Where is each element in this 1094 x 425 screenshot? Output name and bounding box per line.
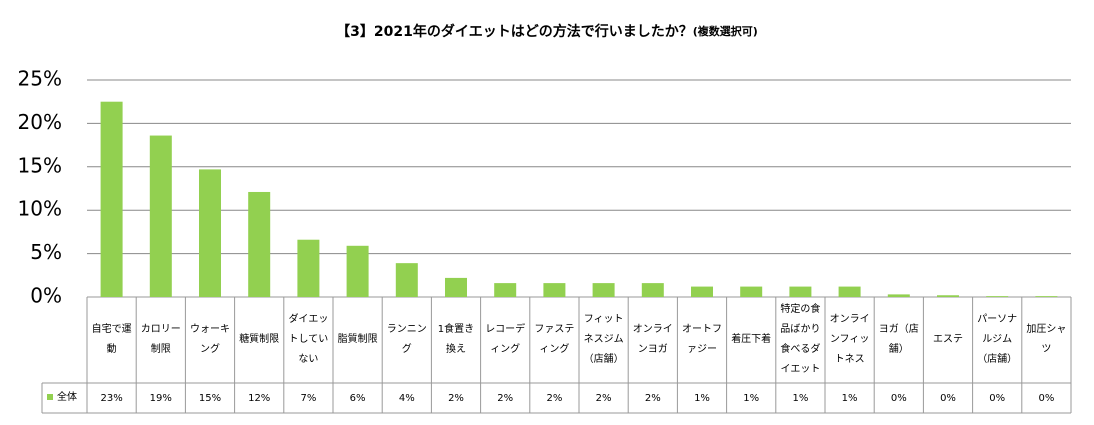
bar	[199, 169, 221, 297]
value-label: 6%	[350, 393, 366, 404]
category-label: ランニング	[386, 324, 427, 355]
value-label: 2%	[448, 393, 464, 404]
bar	[887, 294, 910, 297]
category-label: パーソナルジム（店舗）	[977, 314, 1018, 365]
value-label: 2%	[645, 393, 661, 404]
value-label: 0%	[891, 393, 907, 404]
y-tick-label: 15%	[18, 153, 62, 177]
category-label: 加圧シャツ	[1026, 324, 1067, 355]
category-label: オンラインフィットネス	[829, 314, 870, 365]
category-label: オンラインヨガ	[632, 324, 673, 355]
value-label: 19%	[150, 393, 172, 404]
value-label: 1%	[842, 393, 858, 404]
bar	[789, 286, 812, 297]
value-label: 0%	[989, 393, 1005, 404]
bar	[149, 135, 172, 297]
category-label: 脂質制限	[337, 334, 378, 345]
category-label: ダイエットしていない	[288, 314, 329, 365]
bar	[248, 191, 271, 297]
y-tick-label: 25%	[18, 67, 62, 91]
y-tick-label: 10%	[18, 197, 62, 221]
value-label: 7%	[300, 393, 316, 404]
value-label: 2%	[596, 393, 612, 404]
category-label: 着圧下着	[731, 334, 772, 345]
value-label: 2%	[497, 393, 513, 404]
y-tick-label: 20%	[18, 110, 62, 134]
category-label: 糖質制限	[239, 334, 280, 345]
bar	[937, 295, 959, 297]
category-label: 自宅で運動	[91, 324, 132, 355]
value-label: 4%	[399, 393, 415, 404]
bar	[838, 286, 861, 297]
category-label: ウォーキング	[189, 324, 230, 355]
value-label: 0%	[940, 393, 956, 404]
bar	[986, 296, 1009, 297]
value-label: 1%	[694, 393, 710, 404]
category-label: 特定の食品ばかり食べるダイエット	[780, 304, 821, 375]
bar	[297, 239, 320, 297]
bar	[445, 277, 467, 297]
value-label: 1%	[792, 393, 808, 404]
chart-title: 【3】2021年のダイエットはどの方法で行いましたか？(複数選択可)	[336, 23, 758, 40]
bar	[100, 101, 123, 297]
category-label: 1食置き換え	[437, 324, 475, 355]
bar	[1035, 296, 1058, 297]
value-label: 0%	[1038, 393, 1054, 404]
value-label: 12%	[248, 393, 270, 404]
value-label: 23%	[100, 393, 122, 404]
bar	[543, 283, 566, 297]
bar	[641, 283, 664, 297]
y-tick-label: 0%	[30, 284, 62, 308]
bar	[395, 263, 418, 297]
y-tick-label: 5%	[30, 240, 62, 264]
bar	[740, 286, 763, 297]
value-label: 1%	[743, 393, 759, 404]
category-label: レコーディング	[485, 324, 526, 355]
legend-swatch	[47, 394, 53, 400]
bar	[346, 245, 369, 297]
category-label: オートファジー	[681, 324, 722, 355]
category-label: カロリー制限	[140, 324, 181, 355]
bar	[691, 286, 713, 297]
value-label: 2%	[546, 393, 562, 404]
title-main: 【3】2021年のダイエットはどの方法で行いましたか？	[336, 23, 693, 40]
category-label: フィットネスジム（店舗）	[583, 314, 624, 365]
legend-label: 全体	[57, 390, 77, 403]
value-label: 15%	[199, 393, 221, 404]
category-label: ファスティング	[534, 324, 575, 355]
title-note: (複数選択可)	[693, 24, 758, 38]
bar	[494, 283, 517, 297]
category-label: エステ	[932, 334, 963, 345]
bar	[592, 283, 615, 297]
category-label: ヨガ（店舗）	[878, 324, 919, 355]
